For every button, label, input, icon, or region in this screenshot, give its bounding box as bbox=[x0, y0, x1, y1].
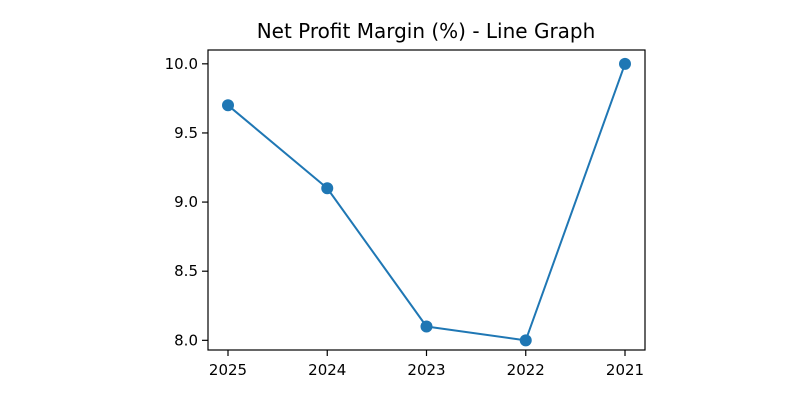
y-tick-label: 9.5 bbox=[174, 124, 198, 142]
x-tick-label: 2022 bbox=[507, 361, 545, 379]
y-tick-label: 8.5 bbox=[174, 262, 198, 280]
y-tick-label: 9.0 bbox=[174, 193, 198, 211]
x-tick-label: 2021 bbox=[606, 361, 644, 379]
y-tick-label: 8.0 bbox=[174, 331, 198, 349]
series-layer bbox=[222, 57, 631, 347]
x-tick-label: 2023 bbox=[407, 361, 445, 379]
y-tick-label: 10.0 bbox=[165, 55, 198, 73]
series-line bbox=[227, 63, 626, 342]
data-point-2025 bbox=[222, 99, 234, 112]
chart-title: Net Profit Margin (%) - Line Graph bbox=[257, 19, 596, 43]
x-tick-label: 2024 bbox=[308, 361, 346, 379]
x-tick-label: 2025 bbox=[209, 361, 247, 379]
data-point-2021 bbox=[619, 57, 631, 70]
y-axis: 8.0 8.5 9.0 9.5 10.0 bbox=[165, 55, 208, 349]
data-point-2023 bbox=[420, 320, 433, 333]
plot-area-frame bbox=[207, 49, 646, 351]
data-point-2024 bbox=[321, 182, 334, 195]
data-point-2022 bbox=[519, 334, 532, 347]
x-axis: 2025 2024 2023 2022 2021 bbox=[209, 350, 644, 379]
